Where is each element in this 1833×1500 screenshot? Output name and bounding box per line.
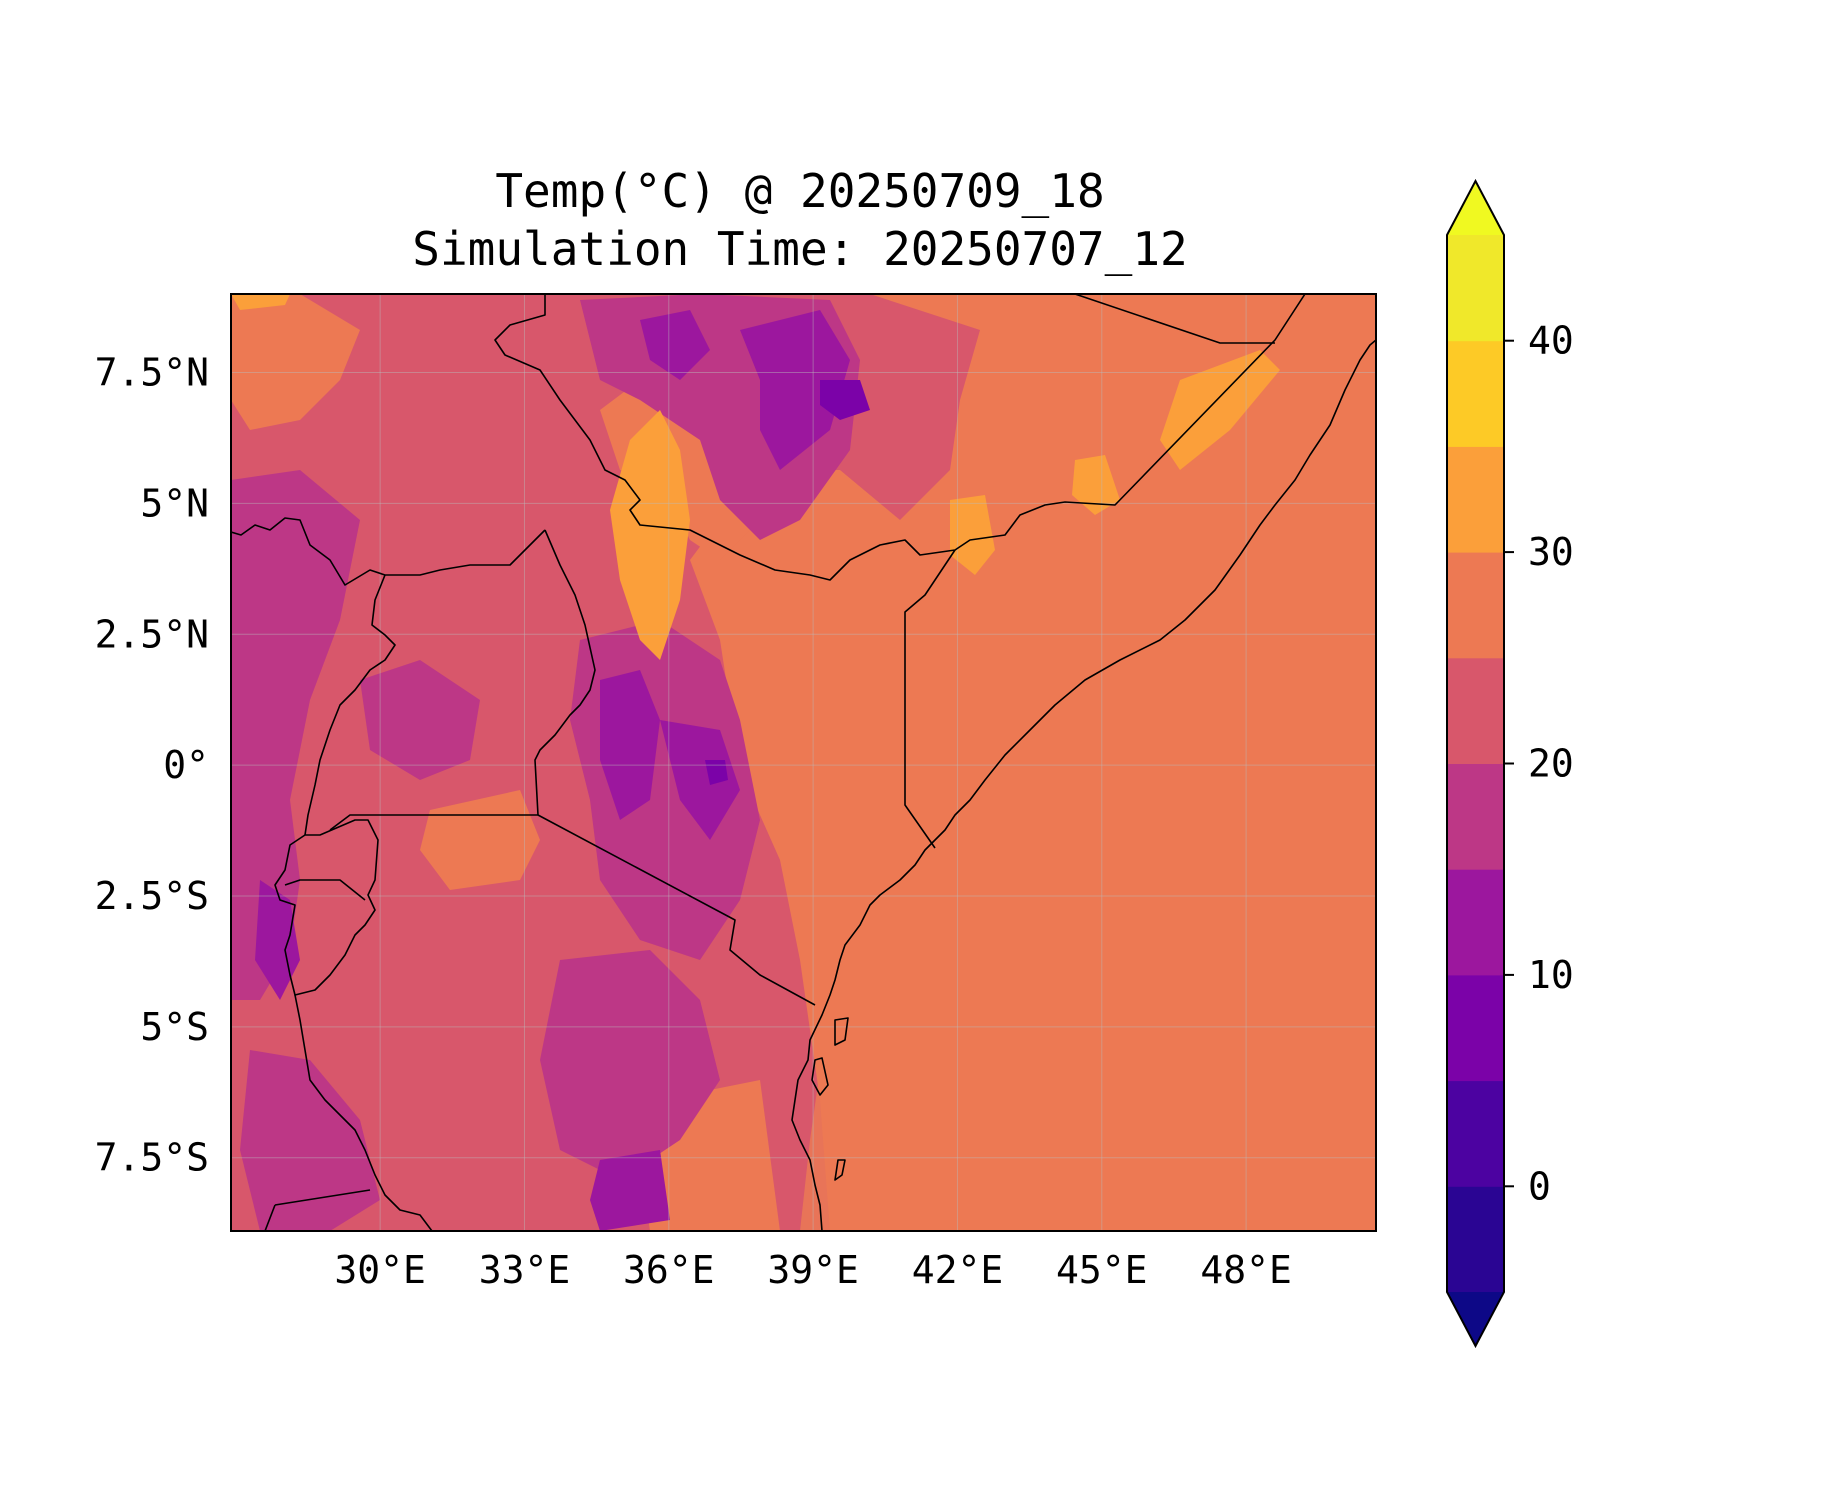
x-tick-label: 42°E: [912, 1248, 1004, 1292]
border-south-sudan-ethiopia: [494, 294, 1306, 581]
temp-zone-5-10: [705, 760, 728, 785]
figure-title: Temp(°C) @ 20250709_18: [495, 164, 1105, 218]
temp-zone-10-15: [590, 1150, 670, 1231]
temp-zone-10-15: [660, 720, 740, 840]
colorbar-extend-low: [1447, 1292, 1504, 1346]
x-tick-label: 39°E: [767, 1248, 859, 1292]
island-mafia: [834, 1159, 846, 1181]
island-zanzibar: [811, 1057, 829, 1096]
colorbar-segment: [1447, 974, 1504, 1082]
temp-zone-10-15: [740, 310, 850, 470]
y-tick-label: 2.5°S: [95, 874, 209, 918]
temp-zone-10-15: [600, 670, 660, 820]
temp-zone-15-20: [240, 1050, 380, 1231]
coastline: [791, 339, 1376, 1231]
colorbar-extend-high: [1447, 181, 1504, 235]
colorbar-segment: [1447, 1080, 1504, 1187]
colorbar-segment: [1447, 869, 1504, 976]
colorbar-tick-label: 0: [1528, 1164, 1551, 1208]
x-tick-label: 36°E: [623, 1248, 715, 1292]
x-tick-label: 33°E: [479, 1248, 571, 1292]
x-tick-label: 30°E: [334, 1248, 426, 1292]
colorbar-tick-label: 30: [1528, 530, 1574, 574]
border-uganda-north: [231, 517, 546, 586]
temp-zone-15-20: [360, 660, 480, 780]
x-tick-label: 45°E: [1056, 1248, 1148, 1292]
y-tick-label: 0°: [163, 743, 209, 787]
border-rwanda-burundi: [274, 819, 379, 996]
colorbar-tick-label: 10: [1528, 953, 1574, 997]
colorbar-segment: [1447, 340, 1504, 447]
border-rwanda-burundi-split: [284, 879, 366, 901]
y-tick-label: 7.5°N: [95, 351, 209, 395]
colorbar-segment: [1447, 1186, 1504, 1293]
border-uganda-tanzania: [329, 814, 538, 831]
temp-zone-10-15: [640, 310, 710, 380]
colorbar-tick-label: 20: [1528, 742, 1574, 786]
temp-zone-30-35: [1072, 455, 1120, 515]
map-frame: [230, 293, 1377, 1232]
border-uganda-drc: [304, 574, 396, 836]
temperature-field: [231, 294, 1376, 1231]
colorbar-segment: [1447, 657, 1504, 764]
border-drc-tanzania: [294, 994, 433, 1231]
border-kenya-uganda: [534, 529, 596, 816]
temp-zone-30-35: [231, 294, 290, 310]
temp-zone-15-20: [540, 950, 720, 1180]
x-tick-label: 48°E: [1200, 1248, 1292, 1292]
colorbar-segment: [1447, 552, 1504, 659]
border-kenya-tanzania: [537, 814, 816, 1006]
y-tick-label: 5°N: [140, 481, 209, 525]
y-axis: 7.5°N 5°N 2.5°N 0° 2.5°S 5°S 7.5°S: [95, 351, 209, 1180]
temp-zone-5-10: [820, 380, 870, 420]
country-borders: [231, 294, 1376, 1231]
colorbar-segment: [1447, 763, 1504, 870]
border-zambia-west: [264, 1204, 276, 1231]
temp-zone-30-35: [1160, 350, 1280, 470]
border-kenya-somalia: [904, 549, 956, 849]
colorbar-outline: [1446, 178, 1505, 1349]
border-zambia: [274, 1189, 371, 1206]
temp-zone-15-20: [231, 470, 360, 1000]
temp-zone-30-35: [950, 495, 995, 575]
x-axis: 30°E 33°E 36°E 39°E 42°E 45°E 48°E: [334, 1248, 1291, 1292]
y-tick-label: 7.5°S: [95, 1136, 209, 1180]
y-tick-label: 2.5°N: [95, 612, 209, 656]
colorbar: 0 10 20 30 40: [1446, 178, 1574, 1349]
temp-zone-25-30: [690, 294, 1376, 1231]
island-pemba: [834, 1017, 849, 1046]
colorbar-segment: [1447, 235, 1504, 342]
colorbar-tick-label: 40: [1528, 319, 1574, 363]
colorbar-segment: [1447, 446, 1504, 553]
map-gridlines: [231, 294, 1376, 1231]
border-ethiopia-somalia: [1074, 294, 1275, 344]
figure-subtitle: Simulation Time: 20250707_12: [412, 222, 1188, 276]
temp-zone-30-35: [610, 410, 690, 660]
temp-zone-25-30: [231, 294, 360, 430]
y-tick-label: 5°S: [140, 1005, 209, 1049]
